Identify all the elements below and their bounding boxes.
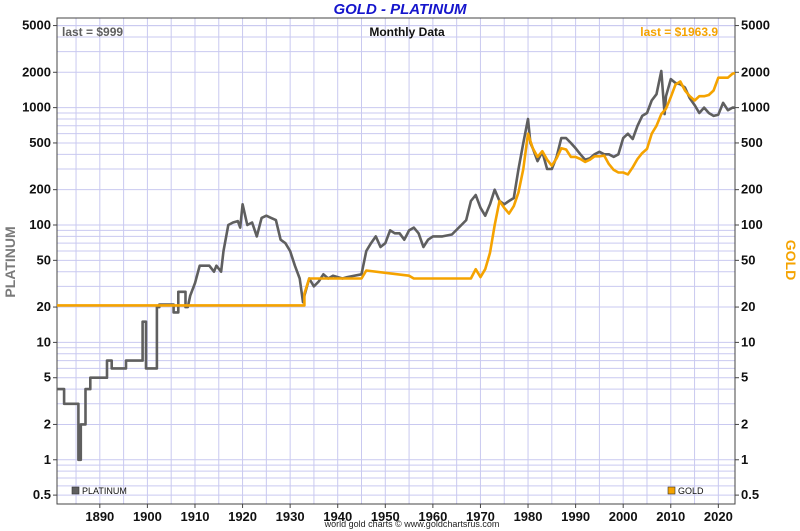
y-tick-label-left: 5 <box>44 370 51 385</box>
y-tick-label-left: 1000 <box>22 100 51 115</box>
legend-platinum-swatch <box>71 486 80 495</box>
legend-gold-swatch <box>667 486 676 495</box>
platinum-last-value: last = $999 <box>62 25 123 39</box>
plot-frame <box>56 17 736 505</box>
axis-ticks: 5000 5000 2000 2000 1000 1000 500 500 200 200 100 1… <box>22 18 770 524</box>
y-tick-label-right: 500 <box>741 135 763 150</box>
x-tick-label: 1990 <box>561 509 590 524</box>
y-tick-label-right: 2000 <box>741 64 770 79</box>
y-axis-label-right: GOLD <box>783 240 799 280</box>
gold-series-line <box>57 71 736 307</box>
gold-last-value: last = $1963.9 <box>640 25 718 39</box>
x-tick-label: 1920 <box>228 509 257 524</box>
chart-title: GOLD - PLATINUM <box>333 1 467 18</box>
y-tick-label-left: 200 <box>29 182 51 197</box>
y-tick-label-left: 0.5 <box>33 487 51 502</box>
y-tick-label-right: 10 <box>741 334 755 349</box>
source-credit: world gold charts © www.goldchartsrus.co… <box>324 519 500 529</box>
series-lines <box>57 69 736 462</box>
y-tick-label-left: 1 <box>44 452 51 467</box>
x-tick-label: 1960 <box>418 509 447 524</box>
x-tick-label: 1940 <box>323 509 352 524</box>
y-tick-label-right: 1000 <box>741 100 770 115</box>
y-tick-label-left: 2000 <box>22 64 51 79</box>
y-tick-label-right: 0.5 <box>741 487 759 502</box>
y-tick-label-right: 2 <box>741 416 748 431</box>
y-tick-label-left: 100 <box>29 217 51 232</box>
y-tick-label-left: 10 <box>37 334 51 349</box>
y-tick-label-right: 1 <box>741 452 748 467</box>
x-tick-label: 1930 <box>276 509 305 524</box>
chart-subtitle: Monthly Data <box>369 25 445 39</box>
y-tick-label-right: 5000 <box>741 18 770 33</box>
plot-background <box>57 18 735 504</box>
y-axis-label-left: PLATINUM <box>2 226 18 297</box>
y-tick-label-left: 500 <box>29 135 51 150</box>
grid <box>57 18 735 504</box>
x-tick-label: 2020 <box>704 509 733 524</box>
y-tick-label-right: 50 <box>741 252 755 267</box>
x-tick-label: 1980 <box>514 509 543 524</box>
y-tick-label-left: 5000 <box>22 18 51 33</box>
legend-gold: GOLD <box>667 486 704 496</box>
y-tick-label-left: 2 <box>44 416 51 431</box>
y-tick-label-left: 20 <box>37 299 51 314</box>
y-tick-label-left: 50 <box>37 252 51 267</box>
legend-gold-label: GOLD <box>678 486 704 496</box>
x-tick-label: 1950 <box>371 509 400 524</box>
x-tick-label: 2010 <box>656 509 685 524</box>
y-tick-label-right: 5 <box>741 370 748 385</box>
y-tick-label-right: 200 <box>741 182 763 197</box>
x-tick-label: 1910 <box>181 509 210 524</box>
y-tick-label-right: 20 <box>741 299 755 314</box>
legend-platinum: PLATINUM <box>71 486 127 496</box>
x-tick-label: 1900 <box>133 509 162 524</box>
legend-platinum-label: PLATINUM <box>82 486 127 496</box>
x-tick-label: 1970 <box>466 509 495 524</box>
x-tick-label: 2000 <box>609 509 638 524</box>
x-tick-label: 1890 <box>85 509 114 524</box>
y-tick-label-right: 100 <box>741 217 763 232</box>
